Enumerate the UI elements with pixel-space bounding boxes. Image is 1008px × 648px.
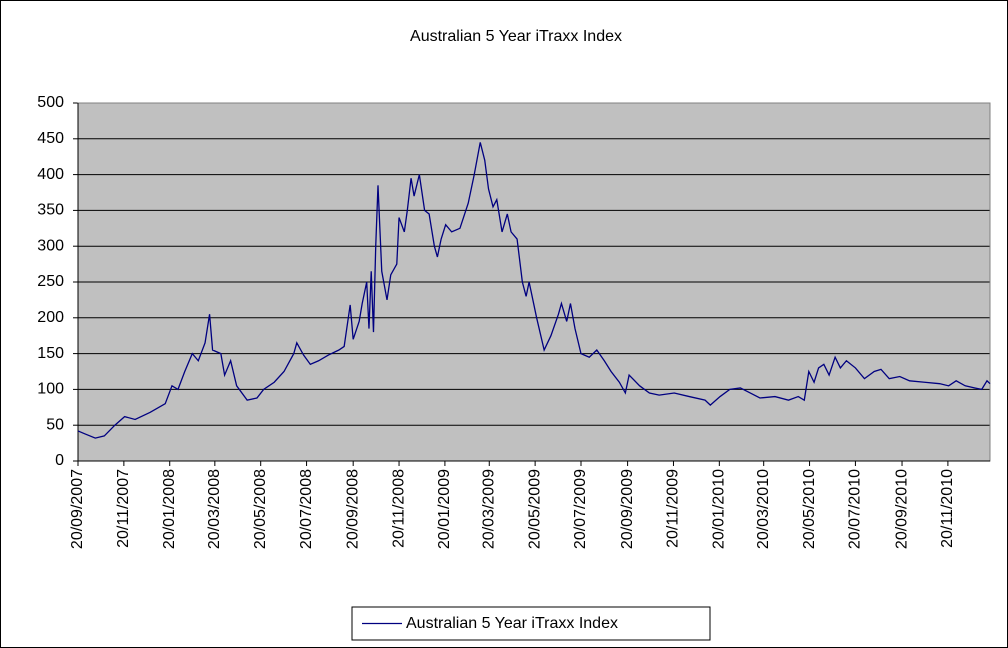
x-tick-label: 20/09/2010 [893, 469, 910, 549]
x-tick-label: 20/09/2009 [619, 469, 636, 549]
line-series [77, 142, 991, 439]
x-tick-label: 20/01/2009 [436, 469, 453, 549]
y-tick-label: 50 [46, 416, 64, 433]
x-tick-label: 20/01/2010 [711, 469, 728, 549]
x-tick-label: 20/05/2009 [526, 469, 543, 549]
y-tick-label: 100 [37, 381, 64, 398]
x-tick-label: 20/03/2010 [755, 469, 772, 549]
x-tick-label: 20/11/2007 [115, 469, 132, 548]
legend-box [351, 606, 711, 641]
x-tick-label: 20/07/2008 [298, 469, 315, 549]
x-tick-label: 20/11/2008 [390, 469, 407, 548]
y-tick-label: 500 [37, 94, 64, 111]
x-tick-label: 20/11/2010 [939, 469, 956, 548]
x-tick-label: 20/09/2008 [344, 469, 361, 549]
x-tick-label: 20/05/2008 [252, 469, 269, 549]
x-tick-label: 20/11/2009 [665, 469, 682, 548]
y-tick-label: 300 [37, 237, 64, 254]
y-tick-label: 250 [37, 273, 64, 290]
x-tick-label: 20/09/2007 [69, 469, 86, 549]
x-tick-label: 20/07/2009 [572, 469, 589, 549]
legend-label: Australian 5 Year iTraxx Index [406, 615, 618, 632]
y-tick-label: 0 [55, 452, 64, 469]
x-tick-label: 20/01/2008 [161, 469, 178, 549]
y-tick-label: 350 [37, 202, 64, 219]
legend: Australian 5 Year iTraxx Index [351, 606, 711, 641]
x-tick-label: 20/03/2008 [206, 469, 223, 549]
x-tick-label: 20/05/2010 [801, 469, 818, 549]
x-tick-label: 20/03/2009 [480, 469, 497, 549]
y-tick-label: 400 [37, 166, 64, 183]
y-tick-label: 450 [37, 130, 64, 147]
y-tick-label: 150 [37, 345, 64, 362]
y-tick-label: 200 [37, 309, 64, 326]
chart-title: Australian 5 Year iTraxx Index [410, 28, 622, 45]
x-tick-label: 20/07/2010 [847, 469, 864, 549]
